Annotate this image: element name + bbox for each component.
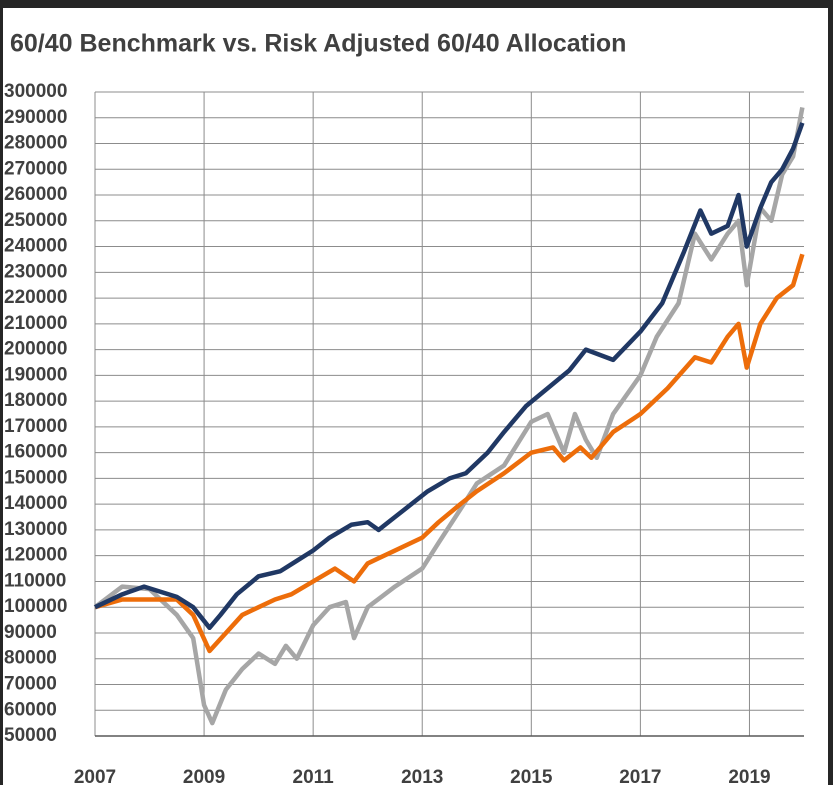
y-tick-label: 70000 [4, 673, 57, 694]
x-tick-label: 2017 [619, 767, 661, 785]
y-tick-label: 300000 [4, 81, 67, 102]
series-line [94, 122, 805, 631]
y-tick-label: 130000 [4, 519, 67, 540]
y-tick-label: 50000 [4, 725, 57, 746]
x-tick-label: 2011 [293, 767, 335, 785]
x-tick-label: 2013 [401, 767, 443, 785]
y-tick-label: 270000 [4, 158, 67, 179]
series-line [94, 253, 805, 654]
y-tick-label: 290000 [4, 107, 67, 128]
y-tick-label: 140000 [4, 493, 67, 514]
y-tick-label: 60000 [4, 699, 57, 720]
y-tick-label: 90000 [4, 622, 57, 643]
y-tick-label: 160000 [4, 442, 67, 463]
y-tick-label: 210000 [4, 313, 67, 334]
y-tick-label: 80000 [4, 648, 57, 669]
y-tick-label: 110000 [4, 570, 66, 591]
x-tick-label: 2019 [728, 767, 770, 785]
chart-title: 60/40 Benchmark vs. Risk Adjusted 60/40 … [10, 30, 626, 58]
y-tick-label: 150000 [4, 467, 67, 488]
y-tick-label: 120000 [4, 545, 67, 566]
y-tick-label: 200000 [4, 339, 67, 360]
y-tick-label: 260000 [4, 184, 67, 205]
y-tick-label: 230000 [4, 261, 67, 282]
y-tick-label: 170000 [4, 416, 67, 437]
frame-left [0, 0, 3, 785]
y-tick-label: 250000 [4, 210, 67, 231]
y-tick-label: 280000 [4, 133, 67, 154]
frame-top [0, 0, 833, 8]
y-tick-label: 240000 [4, 236, 67, 257]
y-tick-label: 190000 [4, 364, 67, 385]
x-tick-label: 2007 [74, 767, 116, 785]
y-tick-label: 100000 [4, 596, 67, 617]
y-tick-label: 220000 [4, 287, 67, 308]
y-tick-label: 180000 [4, 390, 67, 411]
x-tick-label: 2015 [510, 767, 553, 785]
x-tick-label: 2009 [183, 767, 225, 785]
frame-right [828, 0, 833, 785]
